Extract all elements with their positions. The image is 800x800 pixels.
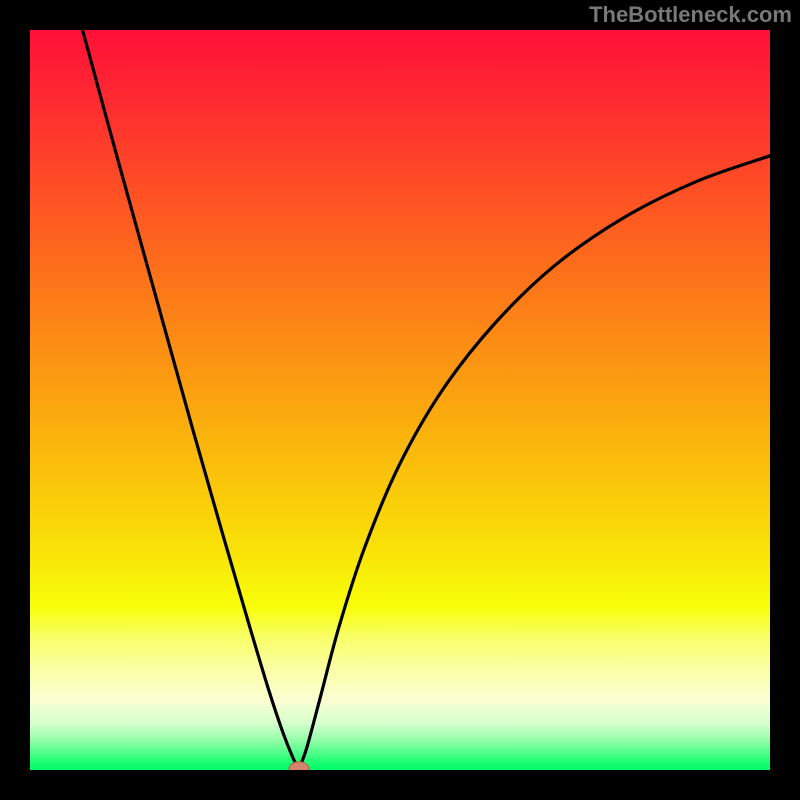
chart-svg — [30, 30, 770, 770]
gradient-background — [30, 30, 770, 770]
plot-area — [30, 30, 770, 770]
chart-frame: TheBottleneck.com — [0, 0, 800, 800]
watermark-text: TheBottleneck.com — [589, 2, 792, 28]
